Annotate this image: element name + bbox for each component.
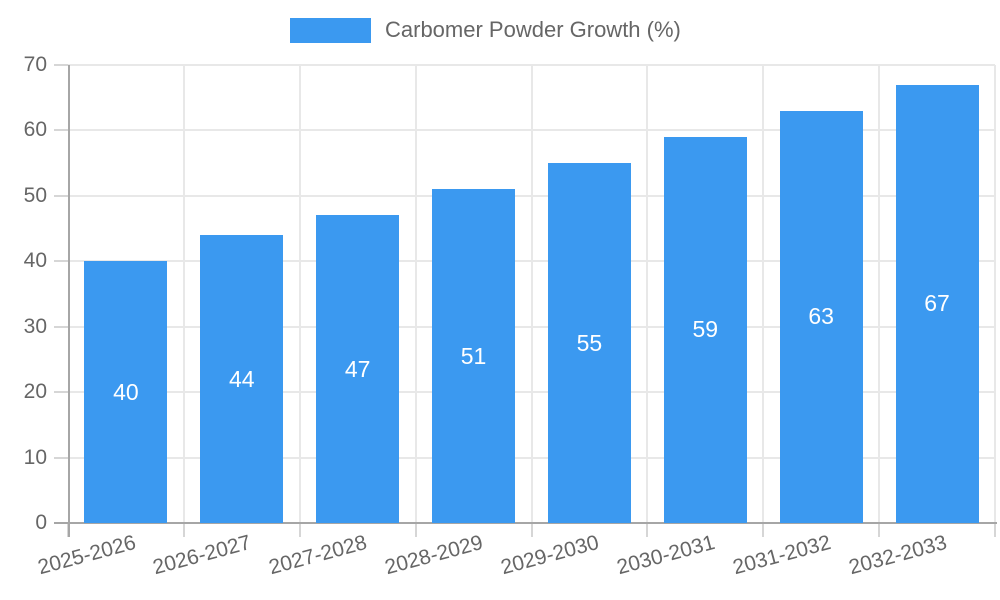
bar[interactable]: 59 — [663, 136, 747, 523]
y-tick-label: 70 — [23, 53, 47, 76]
y-tick-mark — [54, 456, 68, 459]
x-tick-label: 2032-2033 — [846, 531, 950, 580]
bar[interactable]: 47 — [316, 215, 400, 523]
x-tick-label: 2028-2029 — [382, 531, 486, 580]
x-tick-mark — [414, 523, 417, 537]
y-tick-label: 20 — [23, 380, 47, 404]
y-tick-label: 50 — [23, 183, 47, 207]
y-tick-mark — [54, 325, 68, 328]
x-axis-line — [54, 522, 997, 524]
x-tick-label: 2029-2030 — [498, 531, 602, 580]
gridline-v — [646, 65, 649, 523]
bar[interactable]: 51 — [432, 189, 516, 523]
legend-swatch — [290, 17, 371, 43]
bar-value-label: 51 — [460, 342, 487, 369]
x-tick-label: 2030-2031 — [614, 531, 718, 580]
y-axis-line — [68, 65, 70, 537]
y-tick-mark — [54, 194, 68, 197]
x-tick-mark — [994, 523, 996, 537]
x-tick-label: 2027-2028 — [266, 531, 370, 580]
gridline-v — [878, 65, 881, 523]
gridline-v — [762, 65, 765, 523]
y-tick-label: 30 — [23, 314, 47, 338]
gridline-v — [530, 65, 533, 523]
bar-value-label: 47 — [344, 355, 371, 382]
bar[interactable]: 40 — [84, 261, 168, 523]
x-tick-mark — [646, 523, 649, 537]
gridline-v — [994, 65, 996, 523]
bar[interactable]: 63 — [779, 110, 863, 523]
legend-label: Carbomer Powder Growth (%) — [385, 17, 681, 42]
bar-value-label: 67 — [924, 290, 950, 317]
chart-legend[interactable]: Carbomer Powder Growth (%) — [290, 17, 681, 43]
x-tick-mark — [878, 523, 881, 537]
gridline-v — [414, 65, 417, 523]
x-tick-label: 2031-2032 — [730, 531, 834, 580]
y-tick-mark — [54, 391, 68, 394]
y-tick-label: 10 — [23, 445, 47, 469]
x-tick-label: 2025-2026 — [34, 531, 138, 580]
bar-value-label: 63 — [808, 303, 834, 330]
bar[interactable]: 67 — [895, 84, 979, 523]
bar-value-label: 44 — [229, 365, 255, 392]
gridline-v — [298, 65, 301, 523]
bar[interactable]: 44 — [200, 235, 284, 523]
bar-value-label: 40 — [113, 378, 139, 405]
bar[interactable]: 55 — [547, 163, 631, 523]
y-tick-label: 60 — [23, 118, 47, 142]
bar-value-label: 59 — [692, 316, 719, 343]
x-tick-mark — [298, 523, 301, 537]
y-tick-label: 0 — [35, 511, 47, 534]
y-tick-mark — [54, 260, 68, 263]
x-tick-mark — [530, 523, 533, 537]
y-tick-mark — [54, 64, 68, 66]
gridline-v — [182, 65, 185, 523]
x-tick-mark — [182, 523, 185, 537]
y-tick-mark — [54, 129, 68, 132]
x-tick-mark — [762, 523, 765, 537]
bar-value-label: 55 — [576, 329, 603, 356]
x-tick-label: 2026-2027 — [150, 531, 254, 580]
y-tick-label: 40 — [23, 249, 47, 273]
